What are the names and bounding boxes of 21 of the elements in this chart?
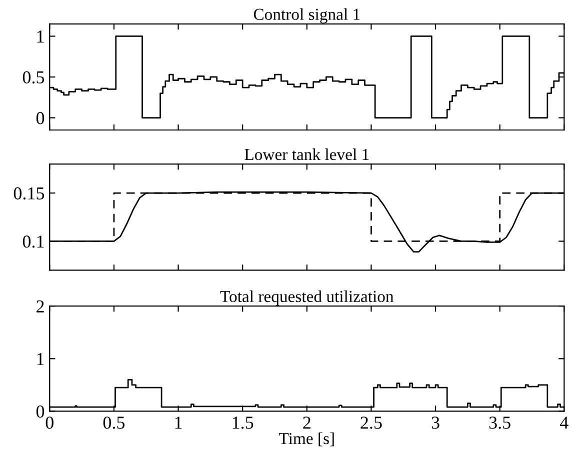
x-tick-label: 3.5 [489, 416, 510, 429]
y-tick-label: 0 [36, 112, 44, 124]
y-tick-label: 0 [36, 405, 44, 418]
x-tick-label: 2 [303, 416, 310, 429]
y-tick-label: 0.15 [14, 187, 44, 200]
y-tick-label: 0.1 [22, 235, 44, 248]
y-tick-label: 2 [36, 300, 44, 312]
x-axis-title: Time [s] [279, 432, 334, 446]
x-tick-label: 1.5 [232, 416, 254, 429]
y-tick-label: 0.5 [22, 71, 44, 84]
y-tick-label: 1 [37, 30, 44, 42]
x-tick-label: 2.5 [360, 416, 382, 429]
x-tick-label: 0.5 [103, 416, 125, 429]
y-tick-label: 1 [37, 353, 44, 365]
chart-title: Total requested utilization [220, 290, 394, 306]
x-tick-label: 0 [46, 416, 54, 429]
chart-title: Control signal 1 [254, 8, 360, 24]
x-tick-label: 1 [175, 416, 182, 429]
chart-title: Lower tank level 1 [244, 148, 369, 160]
x-tick-label: 4 [560, 416, 568, 429]
x-tick-label: 3 [432, 416, 440, 429]
